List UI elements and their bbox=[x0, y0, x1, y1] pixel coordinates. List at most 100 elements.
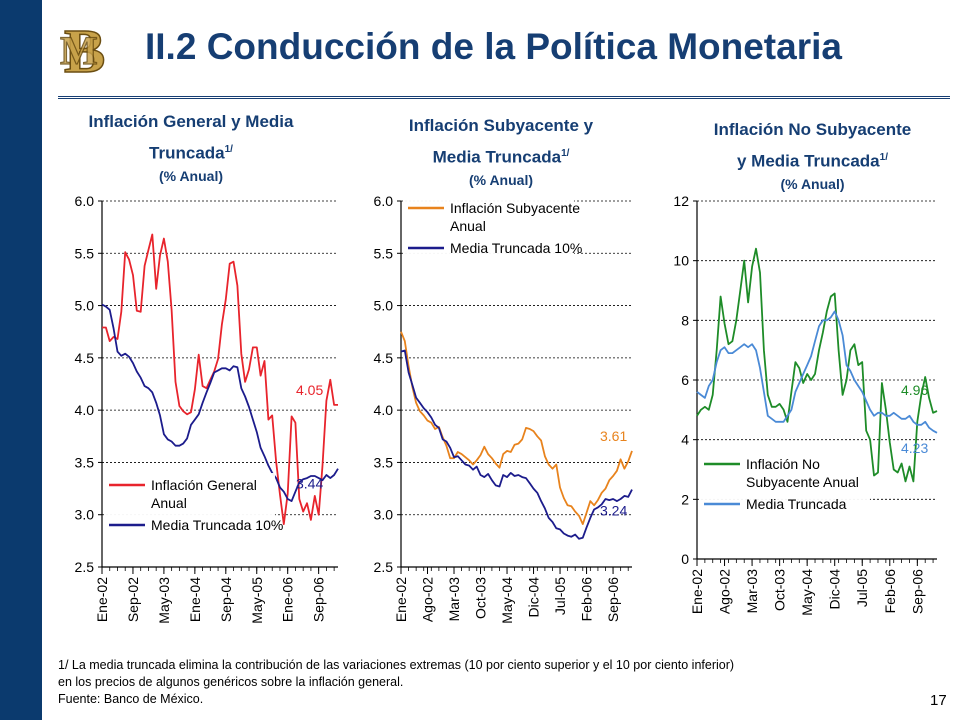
series-end-label-2: 3.44 bbox=[296, 476, 323, 492]
source-note: Fuente: Banco de México. bbox=[58, 692, 204, 706]
y-tick-label: 6.0 bbox=[75, 193, 95, 209]
x-tick-label: May-04 bbox=[499, 577, 515, 624]
series-end-label-2: 3.24 bbox=[600, 503, 627, 519]
x-tick-label: Ene-02 bbox=[393, 577, 409, 622]
x-tick-label: Oct-03 bbox=[772, 569, 788, 611]
series-line-2 bbox=[101, 303, 339, 503]
footnote-line2: en los precios de algunos genéricos sobr… bbox=[58, 675, 404, 689]
y-tick-label: 6 bbox=[681, 372, 689, 388]
legend-label-line: Inflación General bbox=[151, 477, 257, 493]
panel-title-2-line2: Media Truncada bbox=[432, 147, 562, 167]
legend-label-line: Media Truncada bbox=[746, 496, 847, 512]
chart-legend: Inflación No Subyacente Anual Media Trunca… bbox=[700, 452, 870, 536]
x-tick-label: Feb-06 bbox=[579, 577, 595, 622]
series-end-label-1: 4.05 bbox=[296, 382, 323, 398]
chart-inflacion-general: 2.5 3.0 3.5 4.0 4.5 5.0 5.5 6.0 Ene-02 Sep-02 May-… bbox=[75, 193, 339, 624]
y-tick-label: 2.5 bbox=[374, 559, 394, 575]
x-tick-label: Sep-02 bbox=[125, 577, 141, 622]
panel-title-2-line1: Inflación Subyacente y bbox=[408, 116, 594, 135]
legend-background bbox=[404, 196, 574, 280]
panel-title-1: Inflación General y Media Truncada1/ (% … bbox=[52, 108, 330, 184]
chart-inflacion-no-subyacente: 0 2 4 6 8 10 12 Ene-02 Ago-02 Mar-03 Oct-03 May-04 D… bbox=[673, 193, 938, 616]
legend-label-line: Anual bbox=[450, 218, 486, 234]
x-tick-label: Sep-04 bbox=[218, 577, 234, 622]
legend-label-2: Media Truncada bbox=[746, 496, 847, 512]
chart-legend: Inflación Subyacente Anual Media Truncada … bbox=[404, 196, 582, 280]
y-tick-label: 5.0 bbox=[75, 298, 95, 314]
legend-label-line: Media Truncada 10% bbox=[450, 240, 582, 256]
x-tick-label: Dic-04 bbox=[526, 577, 542, 618]
series-line-2 bbox=[696, 310, 938, 434]
y-tick-label: 5.0 bbox=[374, 298, 394, 314]
y-tick-label: 12 bbox=[673, 193, 689, 209]
y-tick-label: 0 bbox=[681, 551, 689, 567]
legend-label-line: Anual bbox=[151, 495, 187, 511]
y-tick-label: 2.5 bbox=[75, 559, 95, 575]
panel-title-3-line1: Inflación No Subyacente bbox=[713, 120, 912, 139]
x-tick-label: Ago-02 bbox=[717, 569, 733, 614]
panel-title-3-line2: y Media Truncada bbox=[736, 151, 880, 171]
legend-label-1: Inflación No Subyacente Anual bbox=[746, 456, 859, 490]
x-tick-label: Sep-06 bbox=[605, 577, 621, 622]
x-tick-label: Ene-02 bbox=[94, 577, 110, 622]
panel-title-3-footnote: 1/ bbox=[879, 152, 888, 163]
series-line-1 bbox=[696, 247, 938, 483]
legend-background bbox=[105, 473, 275, 557]
panel-title-2-unit: (% Anual) bbox=[468, 171, 534, 188]
x-tick-label: May-03 bbox=[156, 577, 172, 624]
x-tick-label: Ene-02 bbox=[689, 569, 705, 614]
title-rule bbox=[58, 96, 950, 99]
y-tick-label: 4.5 bbox=[374, 350, 394, 366]
x-tick-label: Oct-03 bbox=[473, 577, 489, 619]
panel-title-2: Inflación Subyacente y Media Truncada1/ … bbox=[360, 112, 642, 188]
x-tick-label: May-04 bbox=[799, 569, 815, 616]
y-tick-label: 3.5 bbox=[374, 454, 394, 470]
legend-label-line: Media Truncada 10% bbox=[151, 517, 283, 533]
y-tick-label: 3.0 bbox=[374, 507, 394, 523]
x-tick-label: Mar-03 bbox=[446, 577, 462, 622]
panel-title-1-unit: (% Anual) bbox=[158, 167, 224, 184]
series-line-2 bbox=[400, 349, 633, 540]
panel-title-3-unit: (% Anual) bbox=[780, 175, 845, 192]
y-tick-label: 4.0 bbox=[75, 402, 95, 418]
svg-text:B: B bbox=[64, 18, 105, 84]
panel-title-1-line1: Inflación General y Media bbox=[88, 112, 294, 131]
x-tick-label: Feb-06 bbox=[882, 569, 898, 614]
x-tick-label: Ago-02 bbox=[420, 577, 436, 622]
chart-legend: Inflación General Anual Media Truncada 10% bbox=[105, 473, 283, 557]
panel-title-1-line2: Truncada bbox=[149, 143, 225, 163]
y-tick-label: 10 bbox=[673, 253, 689, 269]
series-end-label-2: 4.23 bbox=[901, 440, 928, 456]
x-tick-label: May-05 bbox=[249, 577, 265, 624]
legend-background bbox=[700, 452, 870, 536]
legend-label-2: Media Truncada 10% bbox=[151, 517, 283, 533]
x-tick-label: Jul-05 bbox=[854, 569, 870, 607]
y-tick-label: 6.0 bbox=[374, 193, 394, 209]
footnote-line1: 1/ La media truncada elimina la contribu… bbox=[58, 658, 735, 672]
y-tick-label: 4 bbox=[681, 432, 689, 448]
y-tick-label: 8 bbox=[681, 312, 689, 328]
legend-label-line: Inflación Subyacente bbox=[450, 200, 580, 216]
y-tick-label: 3.0 bbox=[75, 507, 95, 523]
series-line-1 bbox=[102, 233, 338, 526]
chart-inflacion-subyacente: 2.5 3.0 3.5 4.0 4.5 5.0 5.5 6.0 Ene-02 Ago-02 Mar-… bbox=[374, 193, 633, 624]
footnote: 1/ La media truncada elimina la contribu… bbox=[58, 657, 938, 708]
x-tick-label: Ene-06 bbox=[280, 577, 296, 622]
page-title: II.2 Conducción de la Política Monetaria bbox=[145, 26, 842, 67]
x-tick-label: Sep-06 bbox=[909, 569, 925, 614]
panel-title-1-footnote: 1/ bbox=[224, 144, 233, 155]
y-tick-label: 3.5 bbox=[75, 454, 95, 470]
y-tick-label: 2 bbox=[681, 491, 689, 507]
y-tick-label: 4.0 bbox=[374, 402, 394, 418]
x-tick-label: Dic-04 bbox=[827, 569, 843, 610]
series-end-label-1: 4.96 bbox=[901, 382, 928, 398]
legend-label-1: Inflación General Anual bbox=[151, 477, 257, 511]
legend-label-line: Subyacente Anual bbox=[746, 474, 859, 490]
panel-title-3: Inflación No Subyacente y Media Truncada… bbox=[670, 116, 955, 192]
series-line-1 bbox=[400, 331, 633, 526]
series-end-label-1: 3.61 bbox=[600, 428, 627, 444]
legend-label-line: Inflación No bbox=[746, 456, 820, 472]
y-tick-label: 4.5 bbox=[75, 350, 95, 366]
x-tick-label: Ene-04 bbox=[187, 577, 203, 622]
svg-text:M: M bbox=[60, 28, 98, 73]
